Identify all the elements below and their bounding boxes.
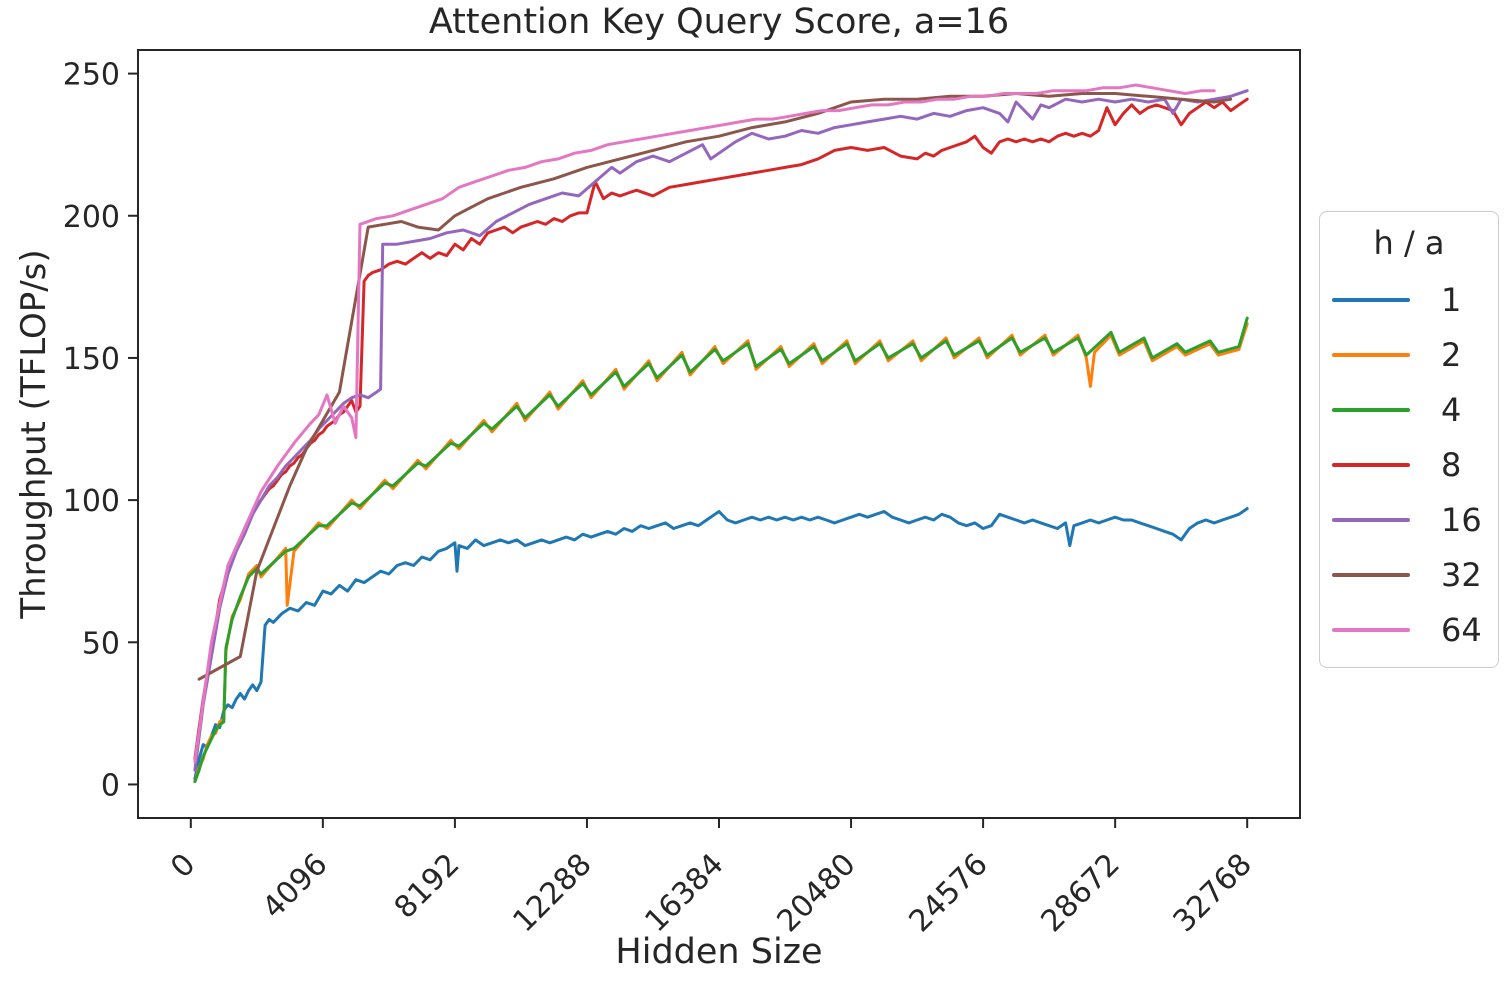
- x-axis-label: Hidden Size: [615, 932, 823, 972]
- y-tick-label: 200: [63, 200, 120, 235]
- legend-entry: 32: [1320, 547, 1498, 602]
- legend-entry-label: 1: [1441, 280, 1462, 319]
- chart-title: Attention Key Query Score, a=16: [428, 2, 1010, 42]
- legend-line-swatch: [1332, 627, 1410, 632]
- series-line-2: [193, 322, 1249, 784]
- y-tick-label: 150: [63, 342, 120, 377]
- y-tick-label: 50: [82, 626, 120, 661]
- x-tick-label: 28672: [1035, 847, 1127, 939]
- legend-line-swatch: [1332, 572, 1410, 577]
- series-line-64: [193, 83, 1216, 764]
- legend-title: h / a: [1373, 224, 1445, 262]
- legend-line-swatch: [1332, 352, 1410, 357]
- y-tick-label: 250: [63, 58, 120, 93]
- y-tick-label: 100: [63, 484, 120, 519]
- x-tick-label: 20480: [770, 847, 862, 939]
- x-tick-label: 4096: [256, 847, 335, 926]
- x-tick-label: 12288: [506, 847, 598, 939]
- legend-line-swatch: [1332, 462, 1410, 467]
- legend-entry: 4: [1320, 382, 1498, 437]
- x-tick-label: 8192: [388, 847, 467, 926]
- series-line-32: [197, 92, 1233, 681]
- legend: h / a 1 2 4 8 16 32 64: [1319, 211, 1499, 668]
- x-tick-label: 16384: [638, 847, 730, 939]
- y-tick-label: 0: [101, 768, 120, 803]
- legend-entry-label: 8: [1441, 445, 1462, 484]
- legend-line-swatch: [1332, 517, 1410, 522]
- legend-line-swatch: [1332, 297, 1410, 302]
- x-tick-label: 32768: [1167, 847, 1259, 939]
- legend-entry: 1: [1320, 272, 1498, 327]
- legend-entry: 8: [1320, 437, 1498, 492]
- legend-rows: 1 2 4 8 16 32 64: [1320, 272, 1498, 657]
- legend-entry-label: 4: [1441, 390, 1462, 429]
- series-line-8: [193, 97, 1249, 761]
- legend-entry: 16: [1320, 492, 1498, 547]
- series-line-4: [193, 316, 1249, 784]
- legend-entry-label: 32: [1441, 555, 1482, 594]
- legend-line-swatch: [1332, 407, 1410, 412]
- legend-entry-label: 2: [1441, 335, 1462, 374]
- legend-entry: 2: [1320, 327, 1498, 382]
- series-line-16: [193, 89, 1249, 772]
- legend-entry: 64: [1320, 602, 1498, 657]
- legend-entry-label: 64: [1441, 610, 1482, 649]
- x-tick-label: 0: [164, 847, 202, 885]
- plot-border: [137, 49, 1301, 819]
- x-tick-label: 24576: [903, 847, 995, 939]
- legend-entry-label: 16: [1441, 500, 1482, 539]
- series-line-1: [193, 507, 1249, 781]
